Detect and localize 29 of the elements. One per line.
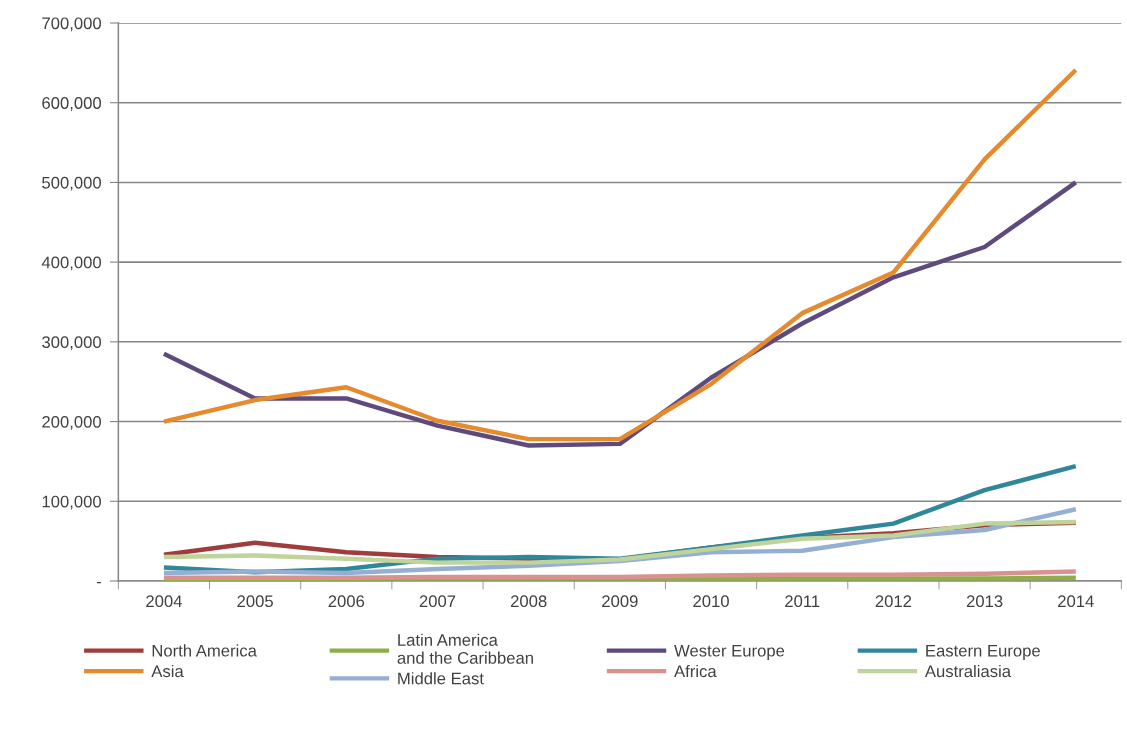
x-tick-label: 2011 xyxy=(785,595,820,608)
legend-label: Wester Europe xyxy=(674,644,785,660)
y-tick-label: - xyxy=(96,581,101,584)
x-tick-label: 2006 xyxy=(328,595,365,608)
legend-label: Asia xyxy=(151,664,184,678)
legend-label: North America xyxy=(152,644,257,657)
legend-label: Eastern Europe xyxy=(926,644,1040,660)
x-tick-label: 2012 xyxy=(875,595,912,608)
x-tick-label: 2014 xyxy=(1058,595,1094,608)
x-tick-label: 2008 xyxy=(510,595,547,608)
line-series xyxy=(161,67,1078,442)
y-tick-label: 600,000 xyxy=(42,97,102,111)
y-tick-label: 200,000 xyxy=(42,415,102,430)
legend-label: Latin America and the Caribbean xyxy=(397,633,533,664)
legend-label: Middle East xyxy=(398,672,484,685)
x-tick-label: 2007 xyxy=(419,595,456,608)
x-tick-label: 2005 xyxy=(237,595,273,608)
x-tick-label: 2009 xyxy=(602,595,638,608)
line-series xyxy=(161,569,1078,581)
legend-label: Africa xyxy=(674,664,717,678)
y-tick-label: 400,000 xyxy=(41,256,102,271)
y-tick-label: 100,000 xyxy=(42,495,102,510)
y-tick-label: 500,000 xyxy=(42,176,102,191)
x-tick-label: 2013 xyxy=(966,595,1003,608)
x-tick-label: 2010 xyxy=(693,595,729,608)
y-tick-label: 700,000 xyxy=(42,17,102,32)
legend-label: Australiasia xyxy=(924,664,1012,678)
x-tick-label: 2004 xyxy=(146,595,182,608)
y-tick-label: 300,000 xyxy=(42,336,102,351)
